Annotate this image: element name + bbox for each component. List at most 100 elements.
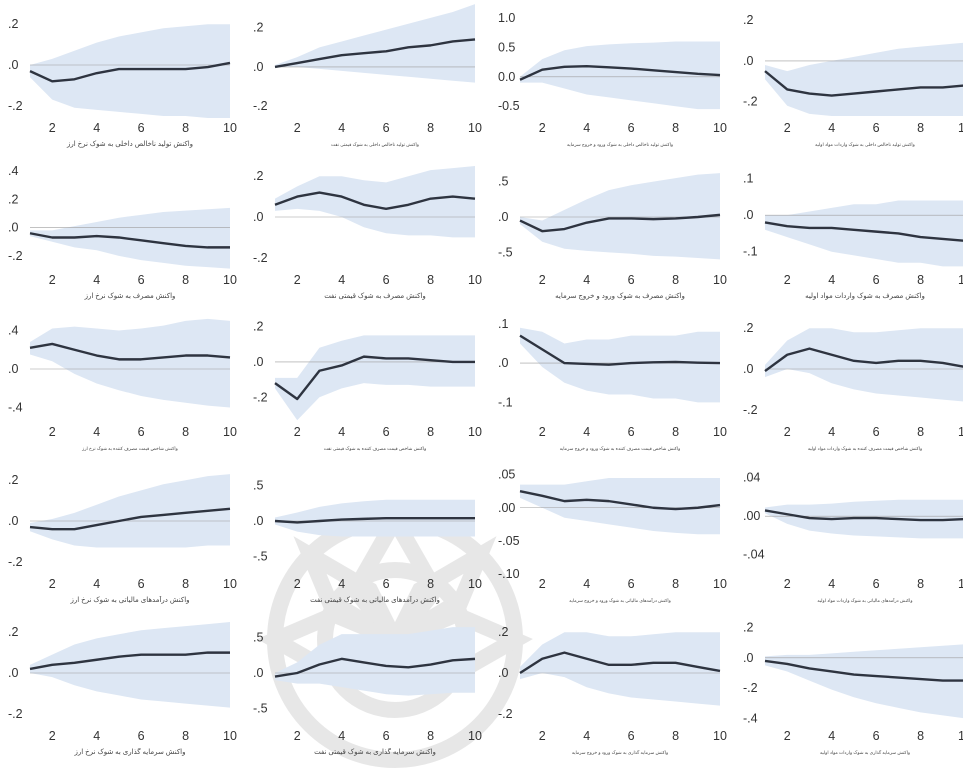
x-tick-label: 6 <box>628 121 635 135</box>
irf-line <box>274 355 475 401</box>
x-tick-label: 10 <box>223 425 237 439</box>
y-tick-label: -.2 <box>743 95 758 109</box>
y-tick-label: .0 <box>8 514 18 528</box>
y-tick-label: .4 <box>8 323 18 337</box>
y-tick-label: .0 <box>8 362 18 376</box>
x-tick-label: 10 <box>223 273 237 287</box>
x-tick-label: 6 <box>873 121 880 135</box>
y-tick-label: .2 <box>498 625 508 639</box>
y-tick-label: 0.5 <box>498 40 515 54</box>
x-axis-caption: واکنش شاخص قیمت مصرف کننده به شوک نرخ ار… <box>82 446 178 451</box>
x-tick-label: 4 <box>93 273 100 287</box>
x-tick-label: 8 <box>917 121 924 135</box>
irf-panel: .2 .0 -.2 2 4 6 8 10 واکنش سرمایه گذاری به شوک ن… <box>0 610 240 762</box>
x-tick-label: 2 <box>539 729 546 743</box>
confidence-band <box>30 318 230 408</box>
y-tick-label: .2 <box>743 321 753 335</box>
y-tick-label: .0 <box>498 666 508 680</box>
irf-line <box>519 213 721 233</box>
x-tick-label: 10 <box>223 121 237 135</box>
x-tick-label: 8 <box>427 425 434 439</box>
y-tick-label: .2 <box>8 192 18 206</box>
y-tick-label: -.5 <box>253 701 268 715</box>
x-tick-label: 8 <box>427 121 434 135</box>
x-tick-label: 10 <box>958 425 963 439</box>
x-tick-label: 10 <box>713 577 727 591</box>
y-tick-label: -.2 <box>253 251 268 265</box>
x-tick-label: 6 <box>628 729 635 743</box>
x-tick-label: 2 <box>539 121 546 135</box>
y-tick-label: -.2 <box>8 99 23 113</box>
x-tick-label: 10 <box>713 425 727 439</box>
x-tick-label: 10 <box>713 121 727 135</box>
x-tick-label: 4 <box>93 121 100 135</box>
confidence-band <box>30 24 230 118</box>
irf-chart: .2 .0 -.2 -.4 2 4 6 8 10 <box>743 621 963 743</box>
y-tick-label: -.04 <box>743 548 765 562</box>
x-tick-label: 2 <box>784 121 791 135</box>
x-tick-label: 2 <box>49 273 56 287</box>
y-tick-label: 1.0 <box>498 11 515 25</box>
y-tick-label: .4 <box>8 164 18 178</box>
irf-line <box>29 507 231 531</box>
x-tick-label: 10 <box>958 273 963 287</box>
irf-chart: .1 .0 -.1 2 4 6 8 10 <box>498 317 727 439</box>
x-tick-label: 6 <box>383 273 390 287</box>
x-tick-label: 6 <box>873 273 880 287</box>
x-tick-label: 6 <box>138 121 145 135</box>
x-tick-label: 2 <box>539 273 546 287</box>
y-tick-label: .0 <box>498 210 508 224</box>
x-tick-label: 4 <box>583 425 590 439</box>
x-tick-label: 2 <box>784 273 791 287</box>
irf-line <box>519 490 721 511</box>
y-tick-label: -.4 <box>8 401 23 415</box>
y-tick-label: -.2 <box>498 707 513 721</box>
x-tick-label: 6 <box>383 729 390 743</box>
x-tick-label: 10 <box>468 425 482 439</box>
irf-panel: .4 .0 -.4 2 4 6 8 10 واکنش شاخص قیمت مصرف کننده … <box>0 306 240 458</box>
irf-panel: 1.0 0.5 0.0 -0.5 2 4 6 8 10 واکنش تولید ناخالص دا… <box>490 2 730 154</box>
x-tick-label: 6 <box>383 425 390 439</box>
x-axis-caption: واکنش شاخص قیمت مصرف کننده به شوک قیمتی … <box>323 446 427 451</box>
irf-line <box>29 61 231 83</box>
irf-panel: .2 .0 -.2 2 4 6 8 10 واکنش تولید ناخالص داخلی به… <box>735 2 963 154</box>
irf-line <box>519 64 721 81</box>
irf-line <box>764 509 963 522</box>
x-tick-label: 2 <box>539 577 546 591</box>
x-tick-label: 2 <box>539 425 546 439</box>
irf-chart: 1.0 0.5 0.0 -0.5 2 4 6 8 10 <box>498 11 727 135</box>
y-tick-label: .0 <box>253 60 263 74</box>
x-tick-label: 4 <box>93 577 100 591</box>
x-tick-label: 6 <box>138 425 145 439</box>
y-tick-label: .5 <box>253 479 263 493</box>
x-tick-label: 10 <box>958 729 963 743</box>
y-tick-label: .5 <box>253 631 263 645</box>
x-tick-label: 4 <box>93 729 100 743</box>
x-tick-label: 10 <box>468 121 482 135</box>
y-tick-label: -.1 <box>498 395 513 409</box>
irf-chart: .2 .0 -.2 2 4 6 8 10 <box>743 13 963 135</box>
x-tick-label: 6 <box>873 425 880 439</box>
x-tick-label: 4 <box>828 273 835 287</box>
irf-chart: .4 .2 .0 -.2 2 4 6 8 10 <box>8 164 237 287</box>
x-tick-label: 2 <box>294 121 301 135</box>
x-tick-label: 8 <box>917 729 924 743</box>
x-tick-label: 6 <box>873 577 880 591</box>
y-tick-label: .0 <box>8 58 18 72</box>
confidence-band <box>520 173 720 260</box>
x-tick-label: 10 <box>713 273 727 287</box>
y-tick-label: -.2 <box>743 403 758 417</box>
y-tick-label: .2 <box>743 13 753 27</box>
x-axis-caption: واکنش سرمایه گذاری به شوک نرخ ارز <box>74 749 186 756</box>
irf-line <box>29 232 230 249</box>
y-tick-label: .0 <box>8 221 18 235</box>
irf-panel: .2 .0 -.2 2 4 6 8 10 واکنش شاخص قیمت مصرف کننده … <box>735 306 963 458</box>
irf-panel: .5.0 -.5 2 4 6 8 10 واکنش سرمایه گذاری به شوک ق… <box>245 610 485 762</box>
y-tick-label: -0.5 <box>498 99 520 113</box>
x-tick-label: 8 <box>427 577 434 591</box>
x-tick-label: 6 <box>628 425 635 439</box>
y-tick-label: .0 <box>743 54 753 68</box>
irf-line <box>274 38 476 69</box>
x-tick-label: 10 <box>223 577 237 591</box>
irf-chart: .2 .0 -.2 2 4 6 8 10 <box>743 321 963 439</box>
